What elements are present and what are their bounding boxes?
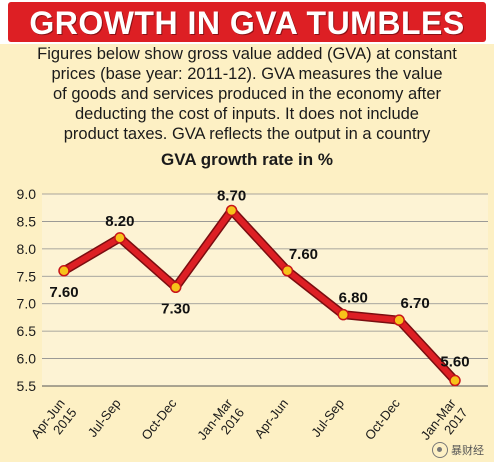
x-tick-text: Jul-Sep (308, 396, 347, 440)
data-point (337, 308, 350, 321)
headline-banner: GROWTH IN GVA TUMBLES (0, 0, 494, 44)
y-tick-label: 8.0 (17, 241, 37, 257)
description-line: product taxes. GVA reflects the output i… (63, 125, 431, 143)
data-point (58, 265, 70, 277)
headline: GROWTH IN GVA TUMBLES (29, 5, 465, 41)
watermark: 暴财经 (432, 442, 484, 458)
headline-box: GROWTH IN GVA TUMBLES (8, 2, 486, 42)
plot-area (42, 194, 488, 386)
series-line (61, 207, 458, 384)
y-tick-label: 8.5 (17, 213, 37, 229)
x-tick-text: Oct-Dec (362, 396, 403, 443)
x-tick-text: Apr-Jun (251, 396, 291, 441)
wechat-logo-icon (432, 442, 448, 458)
data-label: 5.60 (440, 354, 469, 371)
data-point (225, 204, 238, 217)
description-line: prices (base year: 2011-12). GVA measure… (51, 65, 443, 83)
y-tick-label: 5.5 (17, 378, 37, 394)
watermark-text: 暴财经 (451, 445, 484, 457)
data-point (114, 232, 126, 244)
y-tick-label: 9.0 (17, 186, 37, 202)
description-line: of goods and services produced in the ec… (53, 85, 441, 103)
data-label: 7.30 (161, 300, 190, 317)
x-tick-label: Oct-Dec (138, 396, 179, 443)
y-tick-label: 7.0 (17, 296, 37, 312)
x-tick-label: Jul-Sep (308, 396, 347, 440)
data-label: 8.20 (105, 213, 134, 230)
data-label: 8.70 (217, 187, 246, 204)
y-tick-label: 6.5 (17, 323, 37, 339)
x-tick-label: Jul-Sep (85, 396, 124, 440)
data-point (169, 281, 182, 294)
description-line: deducting the cost of inputs. It does no… (75, 105, 419, 123)
y-tick-label: 6.0 (17, 351, 37, 367)
y-tick-label: 7.5 (17, 268, 37, 284)
data-point (449, 374, 461, 387)
data-label: 6.70 (401, 295, 430, 312)
description-line: Figures below show gross value added (GV… (37, 45, 457, 63)
data-point (281, 265, 294, 277)
data-label: 6.80 (339, 290, 368, 307)
chart-title: GVA growth rate in % (161, 150, 333, 169)
data-label: 7.60 (289, 246, 318, 263)
x-tick-label: Apr-Jun (251, 396, 291, 441)
data-point (393, 314, 405, 326)
description: Figures below show gross value added (GV… (8, 44, 486, 144)
x-tick-text: Jul-Sep (85, 396, 124, 440)
x-tick-text: Oct-Dec (138, 396, 179, 443)
x-tick-label: Oct-Dec (362, 396, 403, 443)
data-label: 7.60 (49, 284, 78, 301)
